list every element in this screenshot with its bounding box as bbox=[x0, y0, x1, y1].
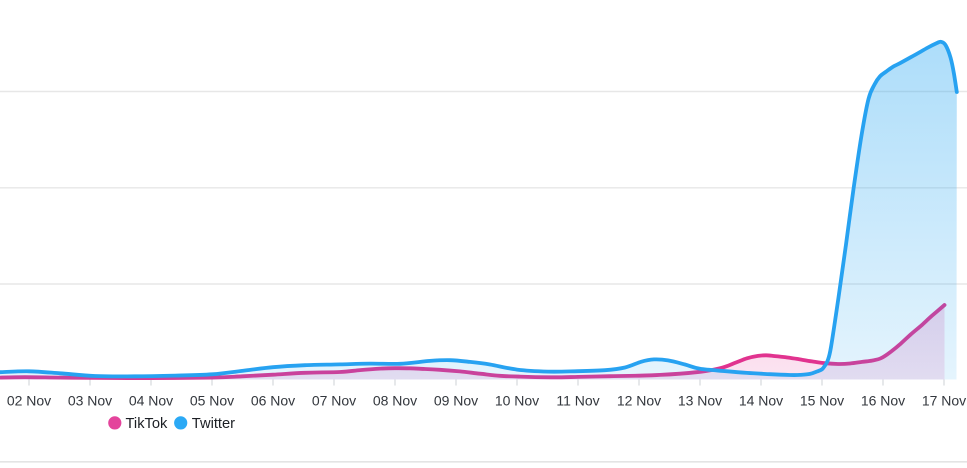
svg-text:Twitter: Twitter bbox=[192, 416, 235, 432]
svg-text:10 Nov: 10 Nov bbox=[495, 393, 539, 409]
svg-text:16 Nov: 16 Nov bbox=[861, 393, 905, 409]
svg-text:05 Nov: 05 Nov bbox=[190, 393, 234, 409]
svg-text:TikTok: TikTok bbox=[126, 416, 169, 432]
svg-text:12 Nov: 12 Nov bbox=[617, 393, 661, 409]
svg-text:04 Nov: 04 Nov bbox=[129, 393, 173, 409]
svg-text:07 Nov: 07 Nov bbox=[312, 393, 356, 409]
svg-text:15 Nov: 15 Nov bbox=[800, 393, 844, 409]
svg-text:06 Nov: 06 Nov bbox=[251, 393, 295, 409]
svg-text:03 Nov: 03 Nov bbox=[68, 393, 112, 409]
svg-text:02 Nov: 02 Nov bbox=[7, 393, 51, 409]
svg-text:08 Nov: 08 Nov bbox=[373, 393, 417, 409]
svg-text:11 Nov: 11 Nov bbox=[556, 393, 599, 409]
svg-text:17 Nov: 17 Nov bbox=[922, 393, 966, 409]
svg-text:13 Nov: 13 Nov bbox=[678, 393, 722, 409]
svg-text:09 Nov: 09 Nov bbox=[434, 393, 478, 409]
svg-text:14 Nov: 14 Nov bbox=[739, 393, 783, 409]
